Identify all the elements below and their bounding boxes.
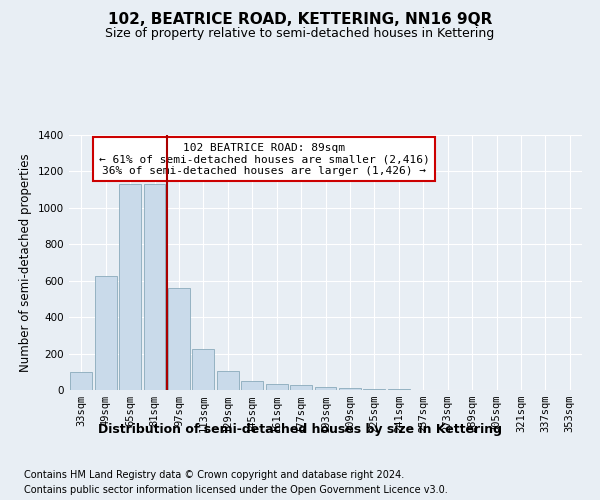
- Bar: [168, 288, 190, 390]
- Bar: [266, 384, 287, 390]
- Text: Size of property relative to semi-detached houses in Kettering: Size of property relative to semi-detach…: [106, 28, 494, 40]
- Bar: [339, 388, 361, 390]
- Text: 102, BEATRICE ROAD, KETTERING, NN16 9QR: 102, BEATRICE ROAD, KETTERING, NN16 9QR: [108, 12, 492, 28]
- Bar: [143, 184, 166, 390]
- Bar: [95, 276, 116, 390]
- Bar: [241, 380, 263, 390]
- Bar: [364, 389, 385, 390]
- Bar: [314, 388, 337, 390]
- Text: Contains HM Land Registry data © Crown copyright and database right 2024.: Contains HM Land Registry data © Crown c…: [24, 470, 404, 480]
- Text: Contains public sector information licensed under the Open Government Licence v3: Contains public sector information licen…: [24, 485, 448, 495]
- Bar: [217, 371, 239, 390]
- Text: 102 BEATRICE ROAD: 89sqm
← 61% of semi-detached houses are smaller (2,416)
36% o: 102 BEATRICE ROAD: 89sqm ← 61% of semi-d…: [98, 142, 430, 176]
- Bar: [290, 385, 312, 390]
- Bar: [119, 184, 141, 390]
- Bar: [193, 349, 214, 390]
- Text: Distribution of semi-detached houses by size in Kettering: Distribution of semi-detached houses by …: [98, 422, 502, 436]
- Bar: [388, 389, 410, 390]
- Bar: [70, 372, 92, 390]
- Y-axis label: Number of semi-detached properties: Number of semi-detached properties: [19, 153, 32, 372]
